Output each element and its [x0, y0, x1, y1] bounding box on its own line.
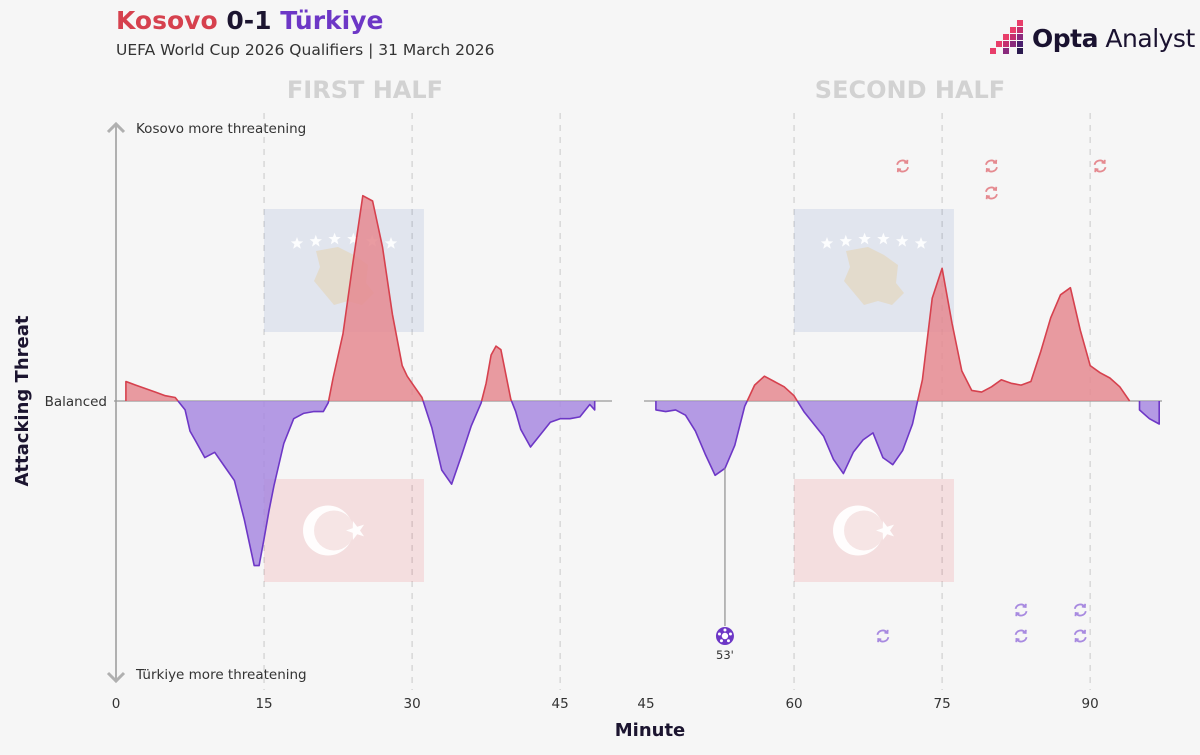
y-top-label: Kosovo more threatening — [136, 121, 306, 137]
away-threat-area — [655, 401, 748, 476]
chart-title: Kosovo 0-1 Türkiye — [116, 6, 384, 35]
x-tick-label: 0 — [112, 696, 121, 712]
turkiye-substitution-icon — [1073, 602, 1087, 618]
away-threat-area — [1139, 401, 1160, 424]
home-threat-line — [327, 194, 424, 402]
away-threat-area — [178, 401, 329, 566]
home-threat-area — [328, 195, 424, 401]
x-axis-title: Minute — [615, 720, 686, 741]
opta-logo-icon — [990, 20, 1023, 54]
x-tick-label: 60 — [785, 696, 802, 712]
x-tick-label: 75 — [934, 696, 951, 712]
turkiye-substitution-icon — [1014, 628, 1028, 644]
home-threat-line — [125, 380, 179, 402]
opta-analyst-logo: Opta Analyst — [990, 20, 1195, 56]
x-tick-label: 45 — [552, 696, 569, 712]
x-tick-label: 45 — [637, 696, 654, 712]
away-threat-line — [177, 400, 330, 567]
away-threat-area — [423, 401, 482, 485]
y-mid-label: Balanced — [45, 394, 107, 410]
x-tick-label: 30 — [404, 696, 421, 712]
y-axis-title: Attacking Threat — [12, 315, 33, 486]
home-threat-area — [917, 268, 1130, 401]
y-bottom-label: Türkiye more threatening — [135, 667, 307, 683]
goal-minute-label: 53' — [716, 648, 734, 662]
away-team-name: Türkiye — [280, 6, 384, 35]
away-threat-line — [655, 400, 748, 477]
home-threat-line — [746, 375, 798, 402]
away-threat-line — [1138, 401, 1160, 425]
away-threat-area — [511, 401, 595, 447]
x-tick-label: 15 — [255, 696, 272, 712]
home-threat-area — [747, 376, 798, 401]
half-panel: FIRST HALF 0 15 30 45 — [112, 76, 612, 712]
kosovo-flag-background — [794, 209, 954, 332]
kosovo-map-shape — [844, 247, 904, 305]
home-team-name: Kosovo — [116, 6, 218, 35]
kosovo-substitution-icon — [896, 158, 910, 174]
x-tick-label: 90 — [1082, 696, 1099, 712]
half-title: FIRST HALF — [287, 76, 443, 104]
home-threat-line — [916, 267, 1131, 402]
score: 0-1 — [226, 6, 272, 35]
home-threat-area — [481, 346, 512, 401]
turkiye-substitution-icon — [876, 628, 890, 644]
away-threat-line — [510, 400, 596, 448]
turkey-star — [346, 521, 365, 540]
kosovo-flag-background — [264, 209, 424, 332]
kosovo-substitution-icon — [1093, 158, 1107, 174]
chart-subtitle: UEFA World Cup 2026 Qualifiers | 31 Marc… — [116, 41, 495, 59]
turkey-star — [876, 521, 895, 540]
away-threat-line — [796, 400, 919, 475]
brand-name-bold: Opta — [1032, 23, 1098, 53]
kosovo-substitution-icon — [985, 158, 998, 174]
away-threat-line — [422, 400, 483, 485]
away-threat-area — [797, 401, 918, 474]
kosovo-substitution-icon — [985, 185, 998, 201]
brand-name-light: Analyst — [1105, 23, 1195, 53]
annotations: 53' — [715, 158, 1107, 662]
turkiye-substitution-icon — [1073, 628, 1087, 644]
half-title: SECOND HALF — [815, 76, 1005, 104]
home-threat-line — [480, 345, 513, 402]
brand-name: Opta Analyst — [1032, 24, 1195, 53]
half-panel: SECOND HALF 45 60 75 90 — [637, 76, 1162, 712]
turkiye-substitution-icon — [1014, 602, 1028, 618]
